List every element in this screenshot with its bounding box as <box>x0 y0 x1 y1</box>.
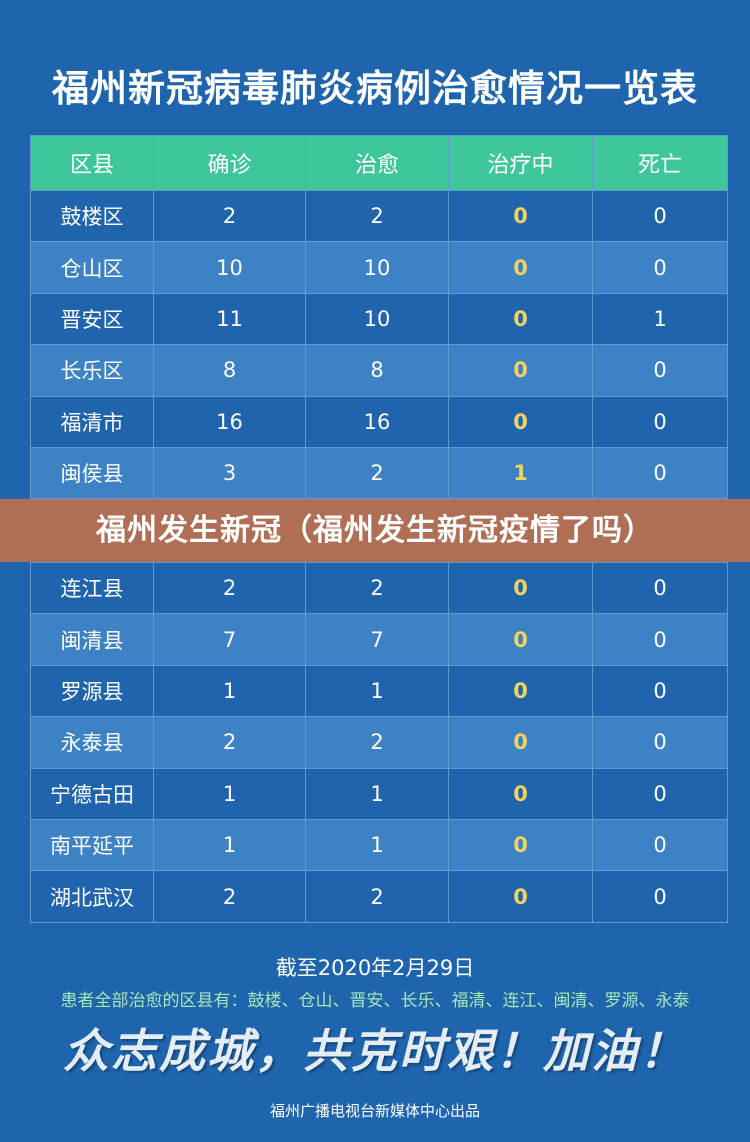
column-header: 确诊 <box>153 135 306 191</box>
table-cell: 0 <box>448 818 593 872</box>
table-cell: 福清市 <box>30 395 154 448</box>
table-row: 闽侯县 3 2 1 0 <box>30 446 728 500</box>
table-cell: 0 <box>592 870 728 923</box>
page-title: 福州新冠病毒肺炎病例治愈情况一览表 <box>52 67 698 110</box>
column-header: 治愈 <box>305 135 449 191</box>
table-cell: 0 <box>448 292 593 346</box>
table-cell: 1 <box>305 818 449 872</box>
table-cell: 16 <box>153 395 306 448</box>
table-cell: 罗源县 <box>30 664 154 718</box>
table-cell: 2 <box>153 189 306 243</box>
table-cell: 10 <box>153 241 306 294</box>
cured-note: 患者全部治愈的区县有：鼓楼、仓山、晋安、长乐、福清、连江、闽清、罗源、永泰 <box>60 991 690 1011</box>
slogan: 众志成城，共克时艰！加油！ <box>63 1024 687 1078</box>
table-cell: 闽清县 <box>30 613 154 666</box>
table-cell: 1 <box>153 818 306 872</box>
table-cell: 永泰县 <box>30 716 154 769</box>
table-cell: 长乐区 <box>30 344 154 397</box>
table-cell: 0 <box>592 613 728 666</box>
table-cell: 8 <box>305 344 449 397</box>
table-cell: 2 <box>153 716 306 769</box>
table-row: 福清市 16 16 0 0 <box>30 395 728 448</box>
overlay-banner: 福州发生新冠（福州发生新冠疫情了吗） <box>0 499 750 562</box>
column-header: 治疗中 <box>448 135 593 191</box>
table-cell: 0 <box>592 446 728 500</box>
table-cell: 0 <box>448 189 593 243</box>
table-row: 仓山区 10 10 0 0 <box>30 241 728 294</box>
credit: 福州广播电视台新媒体中心出品 <box>269 1102 480 1120</box>
table-cell: 11 <box>153 292 306 346</box>
cases-table: 区县 确诊 治愈 治疗中 死亡 鼓楼区 2 2 0 0 仓山区 10 10 0 0 晋安区 11 10 0 1 长乐区… <box>30 135 728 500</box>
table-cell: 0 <box>592 344 728 397</box>
table-cell: 1 <box>153 767 306 820</box>
table-cell: 湖北武汉 <box>30 870 154 923</box>
table-cell: 1 <box>305 767 449 820</box>
table-row: 闽清县 7 7 0 0 <box>30 613 728 666</box>
table-row: 连江县 2 2 0 0 <box>30 561 728 615</box>
table-cell: 16 <box>305 395 449 448</box>
table-cell: 0 <box>592 189 728 243</box>
table-cell: 0 <box>448 613 593 666</box>
table-cell: 10 <box>305 292 449 346</box>
table-cell: 0 <box>592 664 728 718</box>
table-cell: 2 <box>305 561 449 615</box>
table-cell: 0 <box>592 818 728 872</box>
table-cell: 0 <box>448 767 593 820</box>
table-cell: 1 <box>448 446 593 500</box>
table-cell: 2 <box>305 870 449 923</box>
table-cell: 1 <box>305 664 449 718</box>
table-cell: 仓山区 <box>30 241 154 294</box>
table-row: 湖北武汉 2 2 0 0 <box>30 870 728 923</box>
table-cell: 0 <box>448 664 593 718</box>
table-cell: 0 <box>592 561 728 615</box>
table-cell: 0 <box>592 241 728 294</box>
table-cell: 7 <box>305 613 449 666</box>
table-row: 南平延平 1 1 0 0 <box>30 818 728 872</box>
table-cell: 2 <box>153 561 306 615</box>
table-cell: 南平延平 <box>30 818 154 872</box>
table-cell: 0 <box>592 716 728 769</box>
table-cell: 2 <box>153 870 306 923</box>
table-cell: 1 <box>153 664 306 718</box>
table-cell: 0 <box>448 716 593 769</box>
table-cell: 3 <box>153 446 306 500</box>
table-row: 长乐区 8 8 0 0 <box>30 344 728 397</box>
table-cell: 连江县 <box>30 561 154 615</box>
column-header: 区县 <box>30 135 154 191</box>
column-header: 死亡 <box>592 135 728 191</box>
table-cell: 2 <box>305 446 449 500</box>
date-text: 截至2020年2月29日 <box>275 956 475 980</box>
table-header: 区县 确诊 治愈 治疗中 死亡 <box>30 135 728 191</box>
table-cell: 0 <box>448 344 593 397</box>
table-row: 罗源县 1 1 0 0 <box>30 664 728 718</box>
table-cell: 7 <box>153 613 306 666</box>
table-row: 鼓楼区 2 2 0 0 <box>30 189 728 243</box>
table-cell: 鼓楼区 <box>30 189 154 243</box>
table-cell: 0 <box>448 561 593 615</box>
table-cell: 0 <box>448 870 593 923</box>
table-cell: 10 <box>305 241 449 294</box>
table-cell: 0 <box>448 395 593 448</box>
table-cell: 8 <box>153 344 306 397</box>
table-cell: 宁德古田 <box>30 767 154 820</box>
table-row: 晋安区 11 10 0 1 <box>30 292 728 346</box>
table-row: 永泰县 2 2 0 0 <box>30 716 728 769</box>
cases-table-continued: 连江县 2 2 0 0 闽清县 7 7 0 0 罗源县 1 1 0 0 永泰县 2 2 0 0 宁德古田 1 1 0 0 南平延平… <box>30 561 728 923</box>
table-cell: 晋安区 <box>30 292 154 346</box>
table-cell: 2 <box>305 716 449 769</box>
table-cell: 闽侯县 <box>30 446 154 500</box>
table-cell: 1 <box>592 292 728 346</box>
table-row: 宁德古田 1 1 0 0 <box>30 767 728 820</box>
table-cell: 0 <box>448 241 593 294</box>
table-cell: 2 <box>305 189 449 243</box>
table-cell: 0 <box>592 767 728 820</box>
table-cell: 0 <box>592 395 728 448</box>
